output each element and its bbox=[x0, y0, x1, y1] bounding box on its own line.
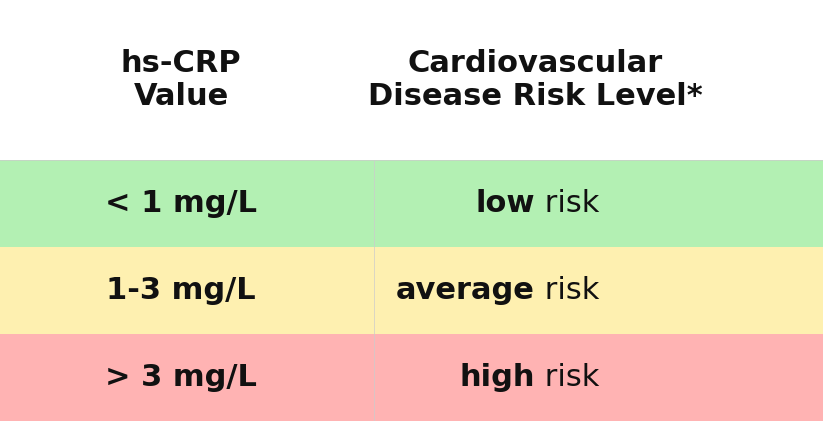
Bar bbox=[0, 247, 374, 334]
Text: high: high bbox=[459, 363, 535, 392]
Bar bbox=[374, 160, 823, 247]
Bar bbox=[374, 247, 823, 334]
Text: > 3 mg/L: > 3 mg/L bbox=[105, 363, 257, 392]
Text: Cardiovascular
Disease Risk Level*: Cardiovascular Disease Risk Level* bbox=[368, 49, 702, 111]
Bar bbox=[0, 160, 374, 247]
Text: 1-3 mg/L: 1-3 mg/L bbox=[106, 276, 256, 305]
Text: average: average bbox=[396, 276, 535, 305]
Text: < 1 mg/L: < 1 mg/L bbox=[105, 189, 257, 218]
Text: risk: risk bbox=[535, 189, 599, 218]
Bar bbox=[374, 334, 823, 421]
Text: risk: risk bbox=[535, 363, 599, 392]
Text: risk: risk bbox=[535, 276, 599, 305]
Text: hs-CRP
Value: hs-CRP Value bbox=[121, 49, 241, 111]
Text: low: low bbox=[476, 189, 535, 218]
Bar bbox=[0, 334, 374, 421]
